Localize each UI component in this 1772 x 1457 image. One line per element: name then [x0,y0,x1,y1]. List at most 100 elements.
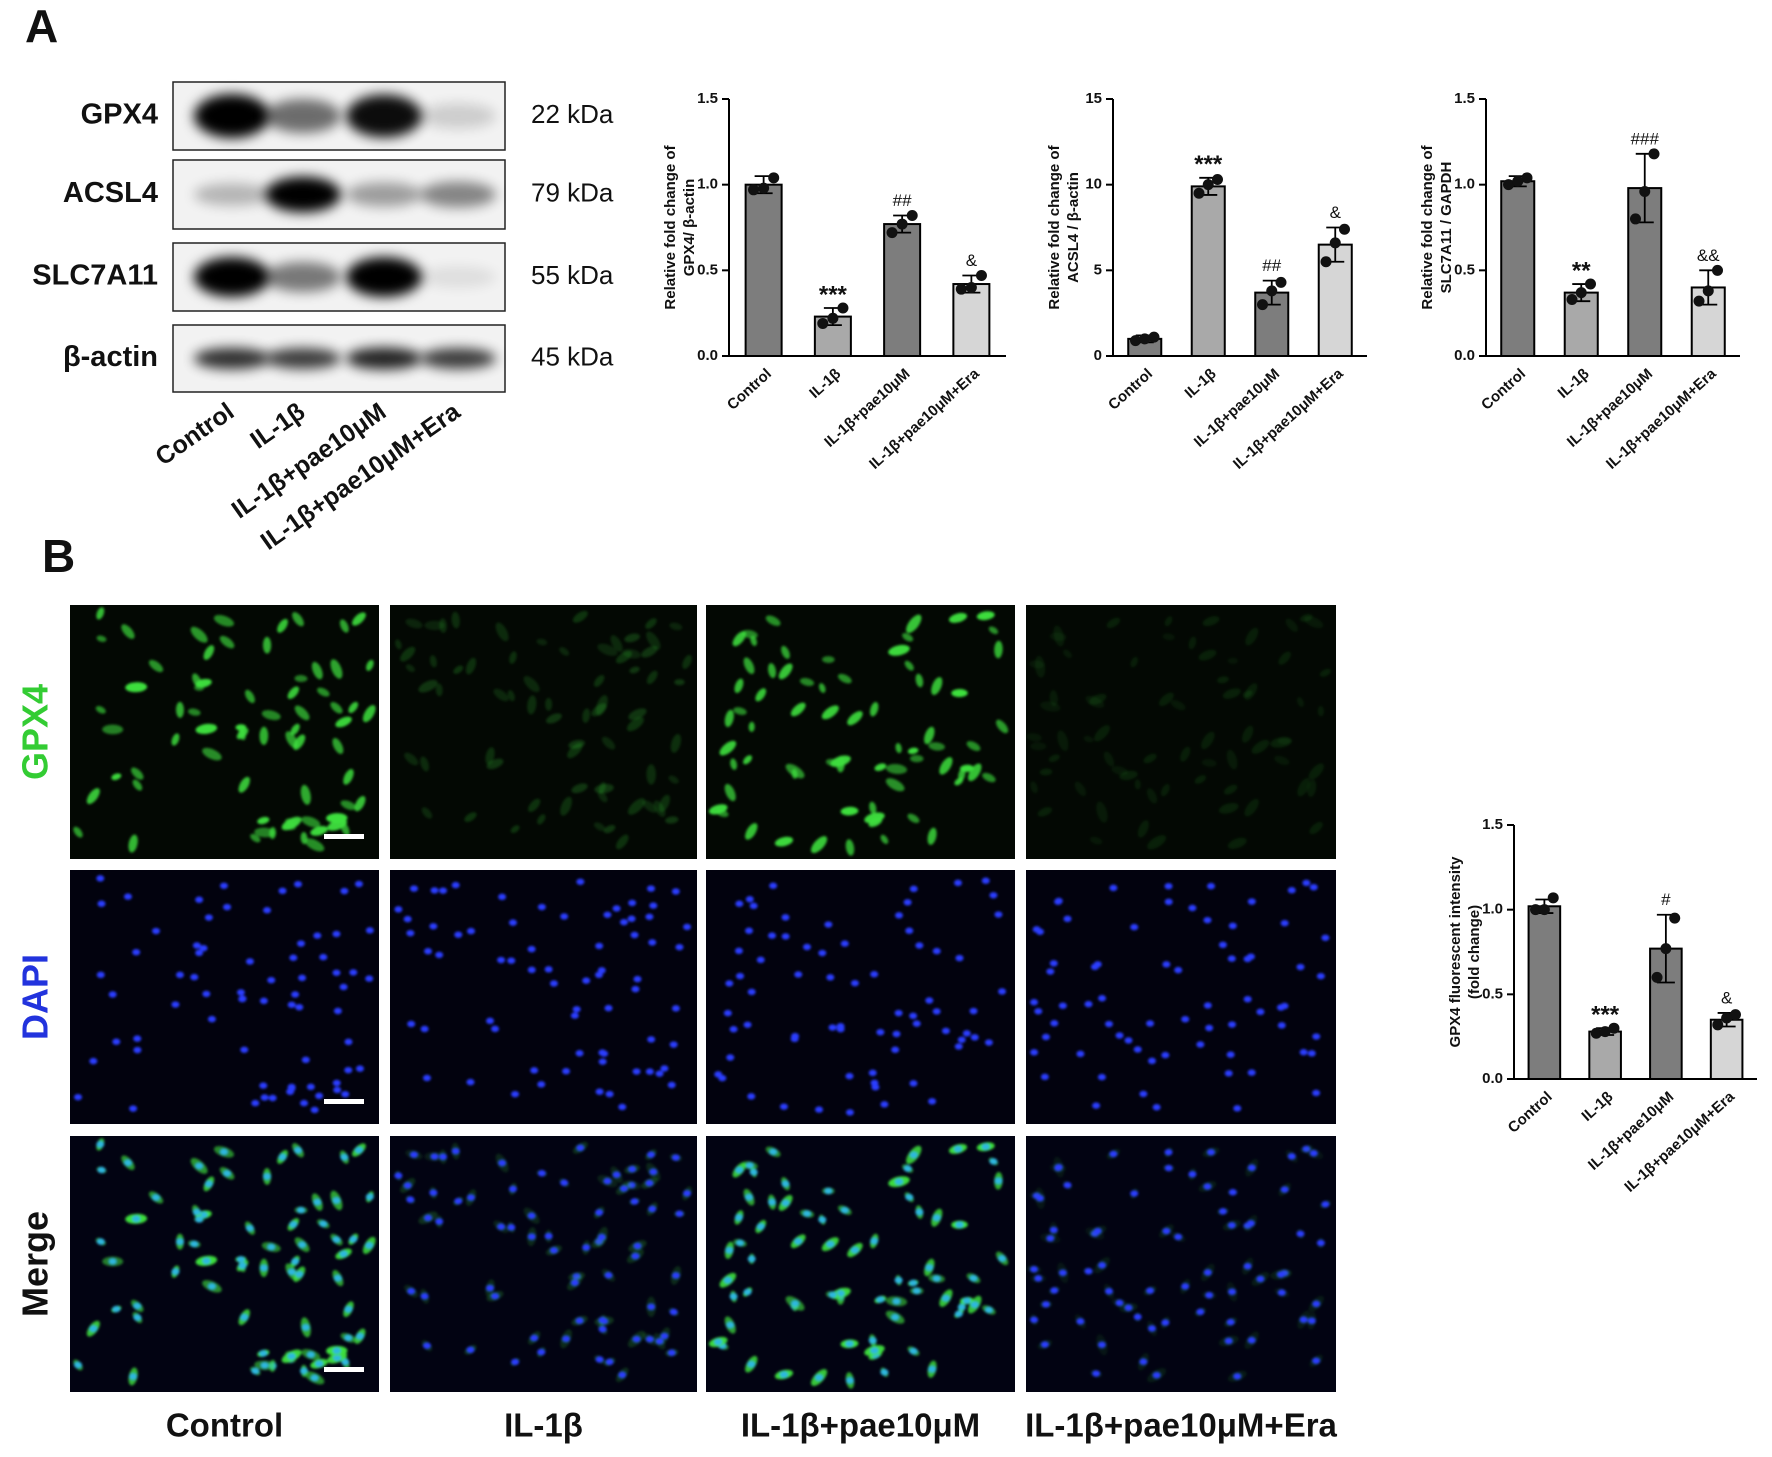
cell-body [724,783,736,802]
nucleus [259,1350,268,1357]
nucleus [1243,1263,1252,1270]
nucleus [876,1028,885,1036]
nucleus [1203,916,1212,924]
nucleus [1277,1289,1286,1296]
cell-body [339,619,349,633]
data-point [748,184,760,196]
cell-body [131,767,144,780]
nucleus [108,1258,117,1265]
nucleus [1233,1373,1242,1380]
nucleus [507,957,516,964]
cell-body [572,610,588,623]
nucleus [648,939,657,946]
data-point [906,210,918,222]
data-point [817,317,829,329]
blot-band [265,176,341,213]
nucleus [190,973,199,981]
nucleus [870,971,879,978]
nucleus [1316,1239,1325,1247]
nucleus [1174,1233,1183,1241]
data-point [1590,1027,1602,1039]
panel-label: B [42,530,75,582]
image-row-label: DAPI [15,954,56,1040]
data-point [1538,904,1550,916]
y-axis-label: (fold change) [1466,905,1483,999]
micrograph [706,605,1015,859]
cell-body [1048,754,1060,762]
data-point [1257,299,1269,311]
cell-body [1227,837,1247,849]
cell-body [869,801,877,815]
y-axis-label: Relative fold change of [1419,144,1436,309]
cell-body [928,742,945,751]
cell-body [825,758,840,767]
nucleus [747,1255,756,1263]
cell-body [1242,725,1254,743]
nucleus [1104,1020,1113,1028]
nucleus [912,1287,921,1295]
nucleus [96,971,105,979]
nucleus [794,1238,803,1245]
nucleus [912,1020,921,1027]
cell-body [768,663,777,679]
nucleus [1224,1070,1233,1077]
cell-body [1039,768,1053,776]
cell-body [927,827,937,845]
nucleus [340,1153,349,1161]
nucleus [365,927,374,934]
cell-body [616,650,632,664]
nucleus [714,1338,723,1346]
data-point [758,182,770,194]
nucleus [263,907,272,914]
cell-body [560,796,572,816]
nucleus [769,1148,778,1155]
cell-body [734,678,744,694]
nucleus [989,892,998,899]
data-point [1660,943,1672,955]
nucleus [1302,879,1311,887]
nucleus [340,887,349,895]
cell-body [1074,781,1087,797]
nucleus [1299,1049,1308,1056]
nucleus [1276,1271,1285,1278]
cell-body [528,798,541,812]
cell-body [330,702,343,714]
cell-body [493,688,509,702]
nucleus [1256,1008,1265,1016]
cell-body [1218,803,1239,814]
cell-body [148,659,164,673]
cell-body [343,769,354,785]
nucleus [756,956,765,964]
nucleus [1287,1153,1296,1160]
image-column-label: IL-1β [504,1407,583,1444]
nucleus [894,1009,903,1017]
nucleus [818,1216,827,1223]
data-point [886,227,898,239]
cell-body [366,659,374,671]
nucleus [998,988,1007,995]
nucleus [1218,941,1227,949]
nucleus [1130,923,1139,931]
nucleus [133,1314,142,1321]
cell-body [626,717,644,732]
nucleus [560,1179,569,1186]
cell-body [1285,618,1298,632]
cells [74,875,374,1114]
x-tick-label: IL-1β [1182,365,1220,402]
cell-body [203,645,215,660]
cell-body [235,724,247,731]
nucleus [549,1247,558,1254]
nucleus [1312,1300,1321,1308]
cell-body [421,807,433,819]
nucleus [779,1371,788,1378]
nucleus [891,1046,900,1053]
nucleus [291,991,300,998]
nucleus [1243,995,1252,1003]
cells [1026,614,1331,850]
cell-body [317,687,330,697]
nucleus [354,880,363,888]
nucleus [647,885,656,892]
nucleus [868,1069,877,1077]
cell-body [1083,735,1094,743]
nucleus [341,1358,350,1366]
